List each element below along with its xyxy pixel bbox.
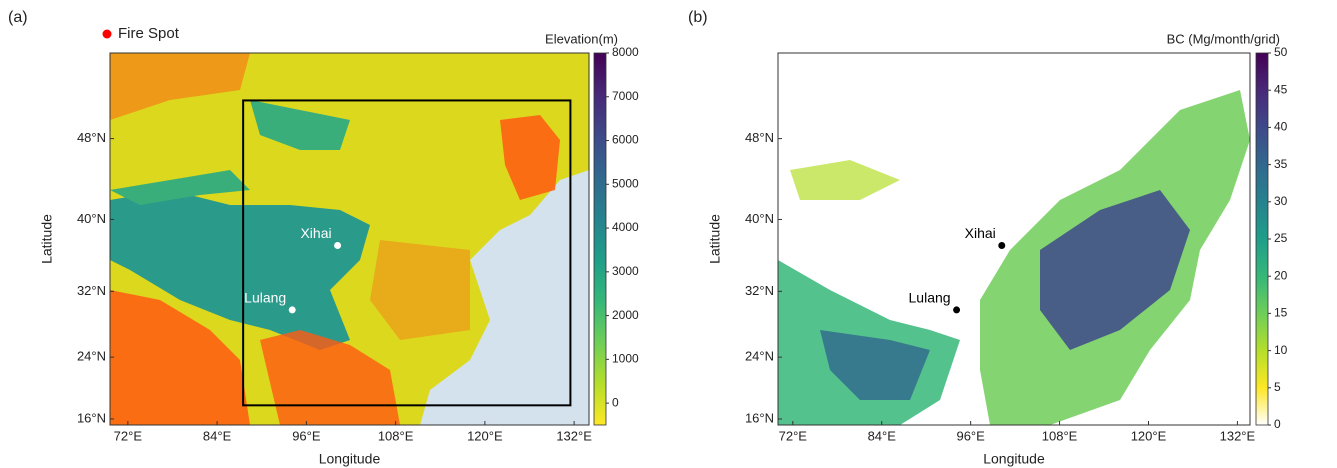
colorbar-tick-label: 8000 (612, 45, 639, 59)
legend-marker (102, 29, 112, 39)
panel-label: (a) (8, 9, 28, 26)
panel-label: (b) (688, 9, 708, 26)
y-tick-label: 16°N (745, 410, 774, 425)
colorbar-tick-label: 25 (1274, 231, 1288, 245)
colorbar-title: Elevation(m) (545, 31, 618, 46)
place-marker (953, 306, 961, 314)
y-tick-label: 32°N (745, 283, 774, 298)
colorbar-tick-label: 0 (1274, 417, 1281, 431)
x-tick-label: 120°E (467, 428, 503, 443)
colorbar-tick-label: 50 (1274, 45, 1288, 59)
x-axis-label: Longitude (319, 451, 381, 467)
colorbar-tick-label: 35 (1274, 157, 1288, 171)
place-label: Lulang (909, 290, 951, 306)
colorbar-tick-label: 10 (1274, 343, 1288, 357)
x-tick-label: 108°E (378, 428, 414, 443)
x-tick-label: 84°E (203, 428, 232, 443)
place-marker (288, 306, 296, 314)
x-tick-label: 72°E (114, 428, 143, 443)
colorbar-tick-label: 6000 (612, 133, 639, 147)
colorbar-tick-label: 15 (1274, 306, 1288, 320)
y-axis-label: Latitude (39, 214, 55, 264)
place-marker (334, 241, 342, 249)
y-axis-label: Latitude (707, 214, 723, 264)
x-tick-label: 84°E (868, 428, 897, 443)
y-tick-label: 24°N (77, 349, 106, 364)
x-tick-label: 96°E (956, 428, 985, 443)
colorbar-tick-label: 30 (1274, 194, 1288, 208)
plot-frame (777, 52, 1251, 426)
colorbar-tick-label: 45 (1274, 82, 1288, 96)
colorbar-tick-label: 0 (612, 395, 619, 409)
x-tick-label: 120°E (1131, 428, 1167, 443)
y-tick-label: 24°N (745, 349, 774, 364)
bc-map (778, 53, 1250, 425)
x-axis-label: Longitude (983, 451, 1045, 467)
y-tick-label: 48°N (745, 130, 774, 145)
colorbar (593, 52, 607, 426)
x-tick-label: 132°E (556, 428, 592, 443)
colorbar-tick-label: 3000 (612, 264, 639, 278)
colorbar (1255, 52, 1269, 426)
x-tick-label: 72°E (779, 428, 808, 443)
colorbar-title: BC (Mg/month/grid) (1167, 31, 1280, 46)
place-label: Xihai (300, 225, 331, 241)
y-tick-label: 40°N (745, 211, 774, 226)
colorbar-tick-label: 4000 (612, 220, 639, 234)
x-tick-label: 108°E (1042, 428, 1078, 443)
place-label: Xihai (965, 225, 996, 241)
legend-label: Fire Spot (118, 25, 180, 42)
plot-frame (109, 52, 590, 426)
colorbar-tick-label: 7000 (612, 89, 639, 103)
y-tick-label: 32°N (77, 283, 106, 298)
domain-box (242, 99, 572, 407)
y-tick-label: 48°N (77, 130, 106, 145)
colorbar-tick-label: 20 (1274, 268, 1288, 282)
y-tick-label: 40°N (77, 211, 106, 226)
elevation-map (110, 53, 589, 425)
colorbar-tick-label: 40 (1274, 120, 1288, 134)
place-label: Lulang (244, 290, 286, 306)
x-tick-label: 96°E (292, 428, 321, 443)
colorbar-tick-label: 1000 (612, 352, 639, 366)
x-tick-label: 132°E (1220, 428, 1256, 443)
place-marker (998, 241, 1006, 249)
colorbar-tick-label: 5000 (612, 176, 639, 190)
colorbar-tick-label: 2000 (612, 308, 639, 322)
y-tick-label: 16°N (77, 410, 106, 425)
colorbar-tick-label: 5 (1274, 380, 1281, 394)
